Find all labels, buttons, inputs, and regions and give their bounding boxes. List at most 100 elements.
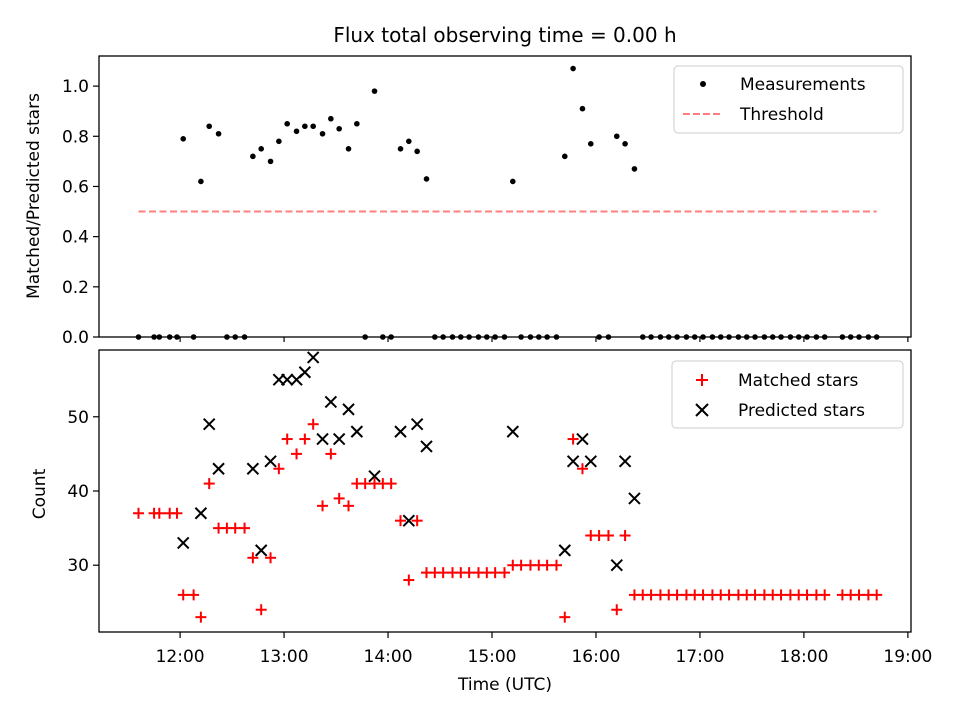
predicted-stars-point: [280, 373, 294, 386]
measurement-point: [258, 146, 264, 152]
matched-stars-point: [411, 515, 423, 527]
predicted-stars-point: [566, 455, 580, 468]
matched-stars-point: [385, 478, 397, 490]
legend-matched-label: Matched stars: [738, 371, 858, 391]
measurement-point: [631, 166, 638, 172]
measurement-point: [293, 128, 300, 135]
x-tick-label: 16:00: [571, 647, 620, 667]
predicted-stars-point: [402, 514, 416, 527]
measurement-point: [414, 148, 420, 155]
predicted-stars-point: [246, 462, 260, 475]
bottom-y-axis-label: Count: [30, 468, 50, 519]
matched-stars-point: [550, 559, 562, 571]
matched-stars-point: [853, 589, 865, 601]
legend-predicted-label: Predicted stars: [738, 401, 865, 421]
x-tick-label: 17:00: [675, 647, 724, 667]
predicted-stars-point: [368, 469, 381, 483]
bottom-plot-area: 30 40 50 12:00 13:00 14:00 15:00 16:00 17:00 18:0…: [67, 351, 932, 667]
matched-stars-point: [871, 589, 883, 601]
matched-stars-point: [602, 530, 614, 542]
predicted-stars-point: [298, 366, 312, 379]
matched-stars-point: [697, 589, 709, 601]
matched-stars-point: [749, 589, 761, 601]
top-chart-title: Flux total observing time = 0.00 h: [333, 23, 676, 47]
matched-stars-point: [325, 448, 337, 460]
measurement-point: [336, 125, 342, 132]
matched-stars-point: [239, 522, 251, 534]
predicted-stars-point: [584, 455, 597, 468]
matched-stars-point: [317, 500, 329, 512]
top-axes-frame: [98, 55, 912, 338]
matched-stars-point: [177, 589, 189, 601]
matched-stars-point: [255, 604, 267, 616]
matched-stars-point: [195, 611, 207, 623]
legend-measurements-label: Measurements: [740, 75, 866, 95]
measurement-point: [250, 153, 256, 160]
x-tick-label: 18:00: [779, 647, 828, 667]
predicted-stars-point: [332, 432, 346, 446]
measurement-point: [319, 130, 326, 137]
bottom-y-tick-label: 50: [67, 408, 89, 428]
matched-stars-point: [463, 567, 475, 579]
matched-stars-point: [489, 567, 501, 579]
measurement-point: [622, 141, 628, 147]
predicted-stars-point: [410, 418, 424, 431]
matched-stars-point: [567, 433, 579, 445]
predicted-stars-point: [618, 455, 632, 468]
matched-stars-point: [611, 604, 623, 616]
matched-stars-point: [229, 522, 241, 534]
matched-stars-point: [299, 433, 311, 445]
x-tick-label: 14:00: [364, 647, 413, 667]
matched-stars-point: [819, 589, 831, 601]
matched-stars-point: [515, 559, 527, 571]
x-tick-label: 15:00: [468, 647, 517, 667]
predicted-stars-point: [350, 425, 364, 438]
measurement-point: [215, 130, 222, 137]
x-tick-label: 12:00: [156, 647, 205, 667]
matched-stars-point: [437, 567, 449, 579]
top-y-tick-label: 0.2: [62, 278, 89, 298]
predicted-stars-point: [576, 432, 589, 446]
predicted-stars-point: [254, 544, 268, 557]
top-legend-box: [673, 65, 904, 134]
measurement-point: [345, 146, 352, 152]
matched-stars-point: [188, 589, 200, 601]
measurement-point: [198, 178, 204, 185]
measurement-point: [354, 120, 360, 127]
legend-predicted-marker-b: [695, 403, 709, 417]
matched-stars-point: [343, 500, 355, 512]
matched-stars-point: [559, 611, 571, 623]
legend-threshold-label: Threshold: [739, 105, 824, 125]
measurement-point: [276, 138, 282, 145]
predicted-stars-point: [628, 492, 641, 505]
matched-stars-point: [498, 567, 510, 579]
measurement-point: [561, 153, 568, 160]
matched-stars-point: [576, 463, 588, 475]
matched-stars-point: [359, 478, 371, 490]
predicted-stars-point: [203, 418, 216, 431]
matched-stars-point: [307, 418, 319, 430]
top-y-tick-label: 1.0: [62, 77, 89, 97]
matched-stars-point: [645, 589, 657, 601]
predicted-stars-point: [394, 425, 407, 438]
predicted-stars-point: [558, 544, 571, 557]
bottom-legend-box: [671, 360, 904, 429]
predicted-stars-point: [610, 559, 623, 572]
measurement-point: [310, 123, 316, 130]
measurement-point: [302, 123, 308, 130]
top-y-tick-label: 0.4: [62, 228, 89, 248]
predicted-stars-point: [316, 432, 329, 446]
matched-stars-point: [671, 589, 683, 601]
predicted-stars-point: [177, 536, 190, 550]
matched-stars-point: [801, 589, 813, 601]
bottom-legend: Matched stars Predicted stars: [671, 360, 904, 429]
predicted-stars-point: [420, 440, 433, 453]
measurement-point: [284, 120, 290, 127]
matched-stars-point: [265, 552, 277, 564]
top-y-tick-label: 0.6: [62, 177, 89, 197]
measurement-point: [613, 133, 620, 140]
x-tick-label: 13:00: [260, 647, 309, 667]
measurement-point: [397, 146, 404, 152]
predicted-stars-point: [194, 507, 208, 520]
matched-stars-point: [723, 589, 735, 601]
